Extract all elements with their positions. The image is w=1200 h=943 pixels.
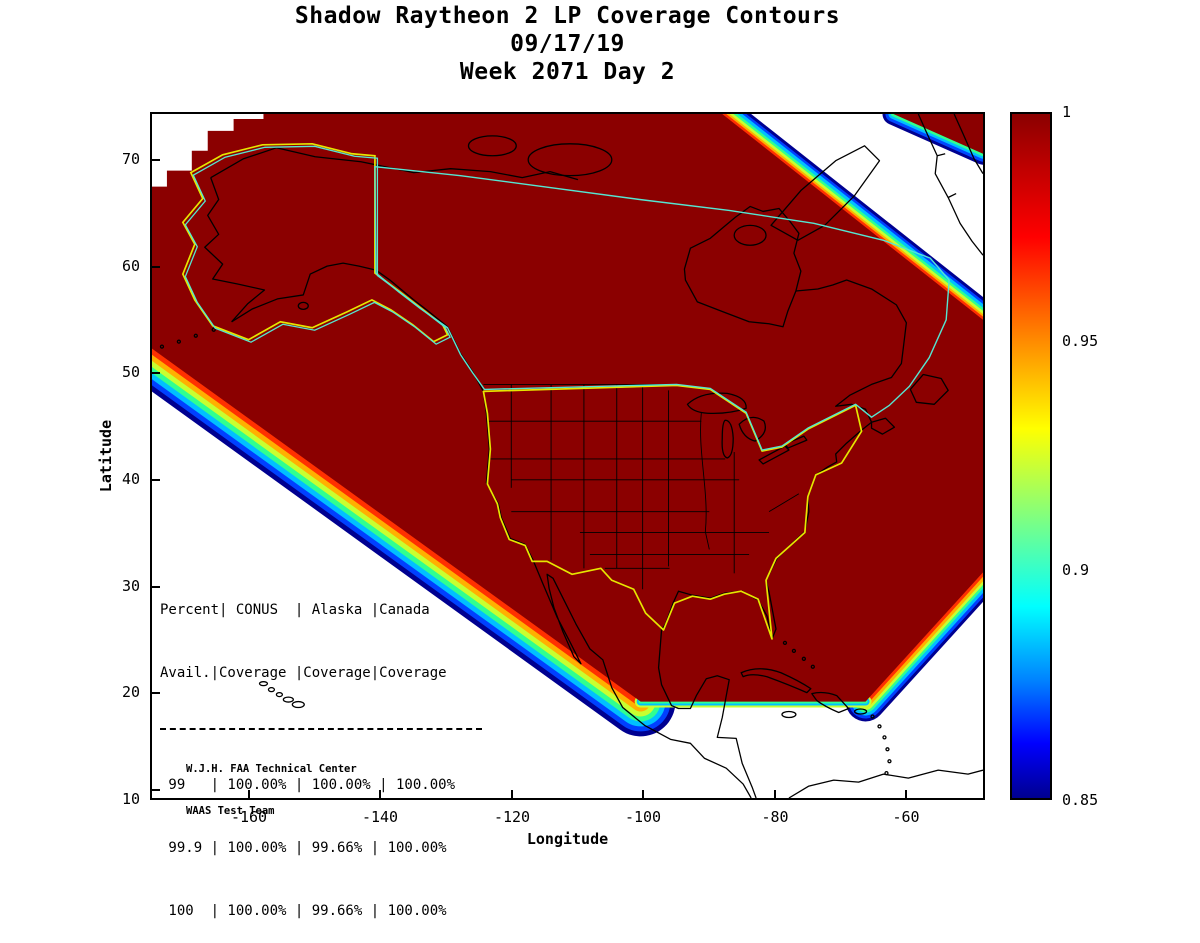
y-tick-label: 50 [121, 363, 140, 381]
hawaii-island [267, 686, 276, 693]
pacific-coastline [413, 299, 752, 798]
credit-line-2: WAAS Test Team [186, 805, 275, 817]
x-tick-label: -60 [892, 808, 920, 826]
figure-title: Shadow Raytheon 2 LP Coverage Contours 0… [150, 2, 985, 86]
nova-scotia-coast [870, 417, 896, 435]
x-tick-label: -120 [493, 808, 531, 826]
x-axis-label: Longitude [526, 830, 609, 848]
aleutian-island [211, 327, 216, 332]
lesser-antilles-island [885, 747, 890, 752]
region-outline-conus-yellow [482, 384, 863, 640]
south-america-coastline [788, 769, 983, 798]
y-tick-label: 30 [121, 577, 140, 595]
lake-erie [758, 445, 790, 465]
y-tick-mark [152, 586, 160, 588]
coverage-table-row: 100 | 100.00% | 99.66% | 100.00% [160, 903, 447, 919]
x-tick-label: -140 [361, 808, 399, 826]
southampton-island [733, 224, 767, 246]
coverage-table-header-2: Avail.|Coverage |Coverage|Coverage [160, 665, 447, 681]
victoria-island [527, 143, 613, 177]
hudson-bay-coast [683, 205, 802, 328]
lesser-antilles-island [877, 724, 882, 729]
y-tick-mark [152, 159, 160, 161]
x-tick-mark [511, 790, 513, 798]
lesser-antilles-island [882, 735, 887, 740]
colorbar-tick-label: 0.9 [1062, 561, 1090, 579]
baffin-island [770, 145, 881, 241]
title-line-2: 09/17/19 [510, 31, 625, 57]
x-tick-mark [774, 790, 776, 798]
bahamas-island [810, 664, 815, 669]
y-tick-mark [152, 692, 160, 694]
aleutian-island [193, 333, 198, 338]
y-tick-label: 60 [121, 257, 140, 275]
lake-superior [686, 392, 747, 415]
hawaii-island [258, 681, 269, 687]
alaska-south-coast [231, 262, 415, 323]
y-tick-mark [152, 372, 160, 374]
plot-area [150, 112, 985, 800]
arctic-coastline [210, 147, 579, 181]
banks-island [467, 135, 517, 157]
colorbar-tick-label: 1 [1062, 103, 1072, 121]
x-tick-label: -80 [761, 808, 789, 826]
credit-annotation: W.J.H. FAA Technical Center WAAS Test Te… [186, 734, 357, 832]
jamaica [781, 710, 797, 719]
bahamas-island [801, 656, 807, 661]
greenland-coastline [917, 114, 983, 256]
state-borders [374, 166, 800, 590]
lesser-antilles-island [870, 714, 875, 719]
x-tick-mark [248, 790, 250, 798]
region-outline-canada-cyan [374, 165, 950, 451]
lesser-antilles-island [887, 759, 892, 764]
coverage-table-header-1: Percent| CONUS | Alaska |Canada [160, 602, 430, 618]
credit-line-1: W.J.H. FAA Technical Center [186, 763, 357, 775]
colorbar-tick-label: 0.95 [1062, 332, 1099, 350]
coverage-table-row: 99.9 | 100.00% | 99.66% | 100.00% [160, 840, 447, 856]
y-tick-mark [152, 266, 160, 268]
y-tick-mark [152, 479, 160, 481]
y-axis-label: Latitude [97, 419, 115, 493]
bahamas-island [791, 648, 797, 653]
x-tick-mark [905, 790, 907, 798]
coverage-table-separator [160, 728, 482, 730]
y-tick-label: 20 [121, 683, 140, 701]
y-tick-label: 70 [121, 150, 140, 168]
x-tick-label: -100 [624, 808, 662, 826]
y-tick-label: 40 [121, 470, 140, 488]
coverage-table-row: 99 | 100.00% | 100.00% | 100.00% [160, 777, 456, 793]
lake-michigan [721, 419, 734, 459]
coverage-map [152, 114, 983, 798]
colorbar-tick-label: 0.85 [1062, 791, 1099, 809]
kodiak-island [297, 301, 309, 311]
bahamas-island [782, 640, 788, 646]
alaska-west-coast [204, 177, 266, 323]
puerto-rico [853, 708, 868, 715]
x-tick-mark [379, 790, 381, 798]
y-tick-label: 10 [121, 790, 140, 808]
hawaii-island [275, 691, 284, 698]
title-line-1: Shadow Raytheon 2 LP Coverage Contours [294, 3, 841, 29]
y-tick-mark [152, 789, 160, 791]
title-line-3: Week 2071 Day 2 [459, 59, 676, 85]
atlantic-gulf-coastline [657, 279, 908, 798]
aleutian-island [176, 339, 182, 344]
newfoundland-coast [909, 373, 949, 405]
x-tick-label: -160 [230, 808, 268, 826]
hawaii-island [282, 696, 294, 703]
x-tick-mark [642, 790, 644, 798]
coastlines [159, 114, 983, 798]
lake-huron [738, 416, 767, 442]
hispaniola-coast [811, 691, 850, 714]
lake-ontario [784, 435, 808, 449]
coverage-region [152, 114, 983, 702]
aleutian-island [159, 344, 165, 349]
colorbar [1010, 112, 1052, 800]
cuba-coast [740, 668, 812, 694]
hawaii-island [291, 700, 305, 709]
